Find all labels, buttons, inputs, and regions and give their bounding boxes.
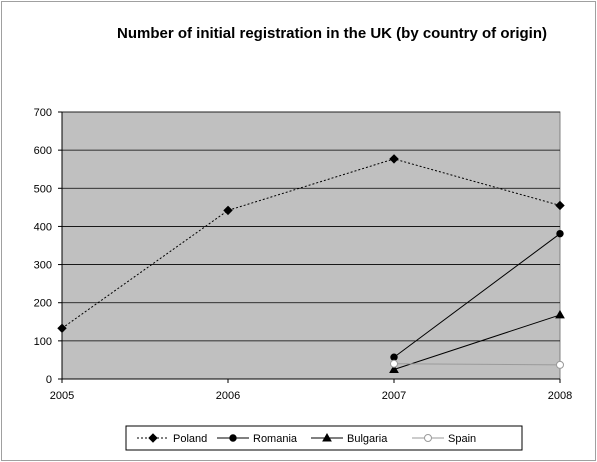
series-spain [390,359,564,369]
series-poland [57,154,565,333]
series-line-poland [61,158,561,329]
series-line-spain [393,363,561,366]
legend-marker-spain [424,434,432,442]
y-tick-label: 300 [34,260,52,272]
y-tick-label: 500 [34,183,52,195]
data-point-poland [555,200,565,211]
data-point-romania [390,353,398,361]
y-tick-label: 400 [34,221,52,233]
y-tick-label: 200 [34,298,52,310]
x-tick-label: 2007 [382,390,406,402]
legend-marker-bulgaria [322,432,332,442]
y-tick-label: 100 [34,336,52,348]
data-point-poland [389,154,399,164]
x-tick-label: 2005 [50,390,74,402]
legend-label-poland: Poland [173,433,207,445]
legend-marker-poland [148,433,158,443]
data-point-romania [556,229,564,238]
series-line-romania [393,233,561,358]
series-romania [390,229,564,361]
data-point-bulgaria [555,309,565,319]
y-tick-label: 0 [46,374,52,386]
legend-label-romania: Romania [253,433,298,445]
chart-title: Number of initial registration in the UK… [117,25,547,42]
data-point-poland [57,323,67,333]
legend-marker-romania [229,434,237,442]
series-line-bulgaria [393,314,561,370]
data-point-spain [390,359,398,368]
legend-label-spain: Spain [448,433,476,445]
y-tick-label: 600 [34,145,52,157]
x-tick-label: 2006 [216,390,240,402]
series-bulgaria [389,309,565,373]
data-point-spain [556,360,564,369]
x-tick-label: 2008 [548,390,572,402]
y-tick-label: 700 [34,107,52,119]
data-point-bulgaria [389,364,399,373]
legend-label-bulgaria: Bulgaria [347,433,388,445]
plot-area [61,111,561,380]
data-point-poland [223,205,233,216]
